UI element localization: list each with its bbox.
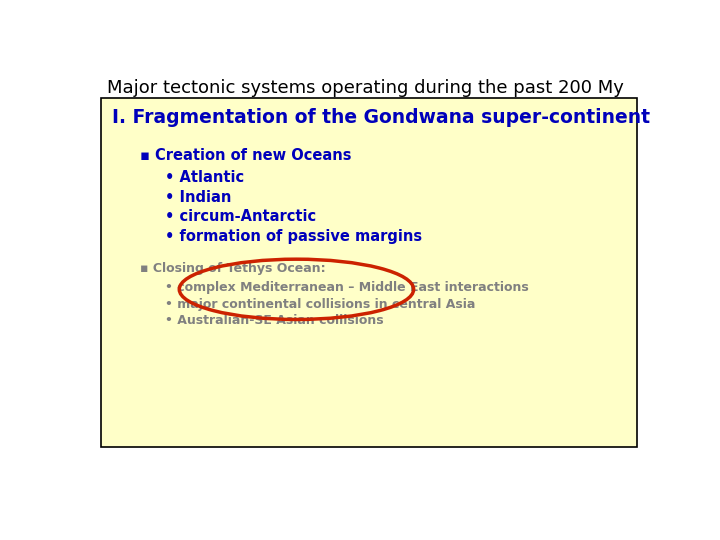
FancyBboxPatch shape	[101, 98, 637, 447]
Text: • formation of passive margins: • formation of passive margins	[166, 230, 423, 245]
Text: • Indian: • Indian	[166, 190, 232, 205]
Text: Major tectonic systems operating during the past 200 My: Major tectonic systems operating during …	[107, 79, 624, 97]
Text: • Australian-SE Asian collisions: • Australian-SE Asian collisions	[166, 314, 384, 327]
Text: I. Fragmentation of the Gondwana super-continent: I. Fragmentation of the Gondwana super-c…	[112, 109, 650, 127]
Text: • complex Mediterranean – Middle East interactions: • complex Mediterranean – Middle East in…	[166, 281, 529, 294]
Text: • circum-Antarctic: • circum-Antarctic	[166, 210, 317, 225]
Text: ▪ Closing of Tethys Ocean:: ▪ Closing of Tethys Ocean:	[140, 262, 326, 275]
Text: • Atlantic: • Atlantic	[166, 170, 245, 185]
Text: ▪ Creation of new Oceans: ▪ Creation of new Oceans	[140, 148, 352, 163]
Text: • major continental collisions in central Asia: • major continental collisions in centra…	[166, 298, 476, 310]
